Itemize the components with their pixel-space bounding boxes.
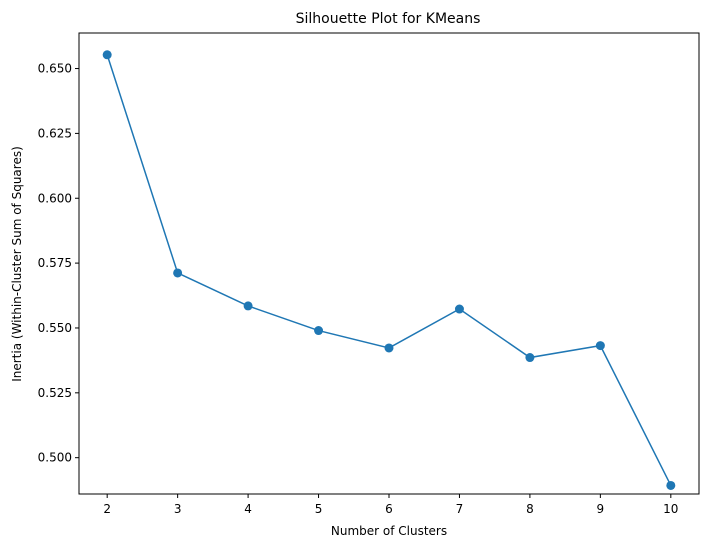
y-tick-label: 0.500 <box>38 451 72 465</box>
y-tick-label: 0.650 <box>38 62 72 76</box>
data-point <box>173 268 183 278</box>
x-tick-label: 8 <box>526 502 534 516</box>
data-point <box>384 343 394 353</box>
x-tick-label: 3 <box>174 502 182 516</box>
data-point <box>102 50 112 60</box>
data-point <box>525 353 535 363</box>
data-point <box>314 326 324 336</box>
x-tick-label: 6 <box>385 502 393 516</box>
data-point <box>243 301 253 311</box>
x-tick-label: 7 <box>456 502 464 516</box>
y-tick-label: 0.625 <box>38 126 72 140</box>
x-axis: 2 3 4 5 6 7 8 9 10 <box>103 494 678 516</box>
y-tick-label: 0.600 <box>38 191 72 205</box>
data-point <box>666 480 676 490</box>
y-axis-label: Inertia (Within-Cluster Sum of Squares) <box>10 146 24 382</box>
x-tick-label: 2 <box>103 502 111 516</box>
x-tick-label: 10 <box>663 502 678 516</box>
x-tick-label: 9 <box>597 502 605 516</box>
data-point <box>595 341 605 351</box>
x-tick-label: 5 <box>315 502 323 516</box>
x-tick-label: 4 <box>244 502 252 516</box>
y-tick-label: 0.575 <box>38 256 72 270</box>
y-tick-label: 0.550 <box>38 321 72 335</box>
series-layer <box>102 50 676 490</box>
data-point <box>454 304 464 314</box>
y-axis: 0.500 0.525 0.550 0.575 0.600 0.625 0.650 <box>38 62 79 465</box>
x-axis-label: Number of Clusters <box>331 524 447 538</box>
plot-area <box>78 32 700 495</box>
chart-title: Silhouette Plot for KMeans <box>296 11 481 27</box>
y-tick-label: 0.525 <box>38 386 72 400</box>
